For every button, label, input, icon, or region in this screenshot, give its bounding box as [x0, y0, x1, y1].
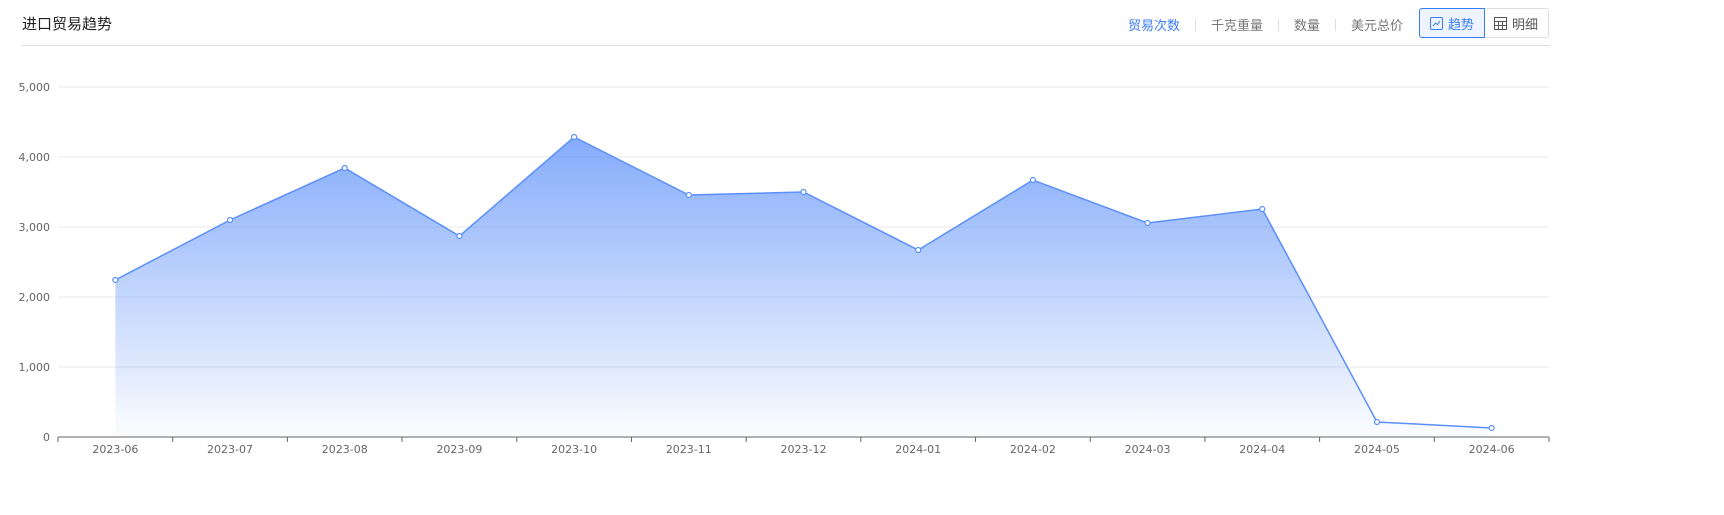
- view-toggle: 趋势 明细: [1419, 8, 1550, 38]
- data-point: [685, 191, 692, 199]
- metric-trade-count[interactable]: 贸易次数: [1128, 19, 1181, 34]
- x-tick-label: 2023-09: [436, 443, 482, 456]
- x-tick-label: 2024-02: [1010, 443, 1056, 456]
- x-tick-label: 2024-05: [1354, 443, 1400, 456]
- data-point: [1144, 219, 1151, 227]
- line-chart-icon: [1430, 16, 1443, 30]
- detail-label: 明细: [1512, 17, 1539, 33]
- trend-label: 趋势: [1448, 17, 1475, 33]
- y-tick-label: 2,000: [19, 291, 51, 304]
- data-point: [456, 232, 463, 240]
- trend-view-button[interactable]: 趋势: [1419, 8, 1486, 38]
- divider: [22, 45, 1550, 46]
- x-tick-label: 2024-06: [1469, 443, 1515, 456]
- y-tick-label: 0: [43, 431, 50, 444]
- metric-weight-kg[interactable]: 千克重量: [1211, 19, 1264, 34]
- y-tick-label: 1,000: [19, 361, 51, 374]
- area-fill: [115, 136, 1492, 438]
- separator: [1278, 18, 1280, 31]
- metric-quantity[interactable]: 数量: [1294, 19, 1321, 34]
- separator: [1195, 18, 1197, 31]
- x-tick-label: 2023-12: [781, 443, 827, 456]
- data-point: [915, 246, 922, 254]
- separator: [1335, 18, 1337, 31]
- x-tick-label: 2024-01: [895, 443, 941, 456]
- x-tick-label: 2024-03: [1125, 443, 1171, 456]
- data-point: [112, 276, 119, 284]
- data-point: [1373, 418, 1381, 426]
- table-icon: [1494, 16, 1508, 30]
- metric-usd-total[interactable]: 美元总价: [1351, 19, 1404, 34]
- data-point: [800, 188, 807, 196]
- x-tick-label: 2023-08: [322, 443, 368, 456]
- x-tick-label: 2023-11: [666, 443, 712, 456]
- x-tick-label: 2023-06: [92, 443, 138, 456]
- y-tick-label: 4,000: [19, 151, 51, 164]
- data-point: [1488, 424, 1495, 432]
- data-point: [341, 164, 348, 172]
- data-point: [226, 216, 234, 224]
- x-tick-label: 2023-07: [207, 443, 253, 456]
- x-tick-label: 2024-04: [1239, 443, 1285, 456]
- x-tick-label: 2023-10: [551, 443, 597, 456]
- metric-tabs: 贸易次数 千克重量 数量 美元总价: [1128, 15, 1403, 34]
- y-tick-label: 3,000: [19, 221, 51, 234]
- y-tick-label: 5,000: [19, 81, 51, 94]
- data-point: [1029, 176, 1036, 184]
- detail-view-button[interactable]: 明细: [1484, 9, 1548, 37]
- data-point: [1259, 205, 1266, 213]
- chart-title: 进口贸易趋势: [22, 15, 113, 33]
- data-point: [571, 133, 578, 141]
